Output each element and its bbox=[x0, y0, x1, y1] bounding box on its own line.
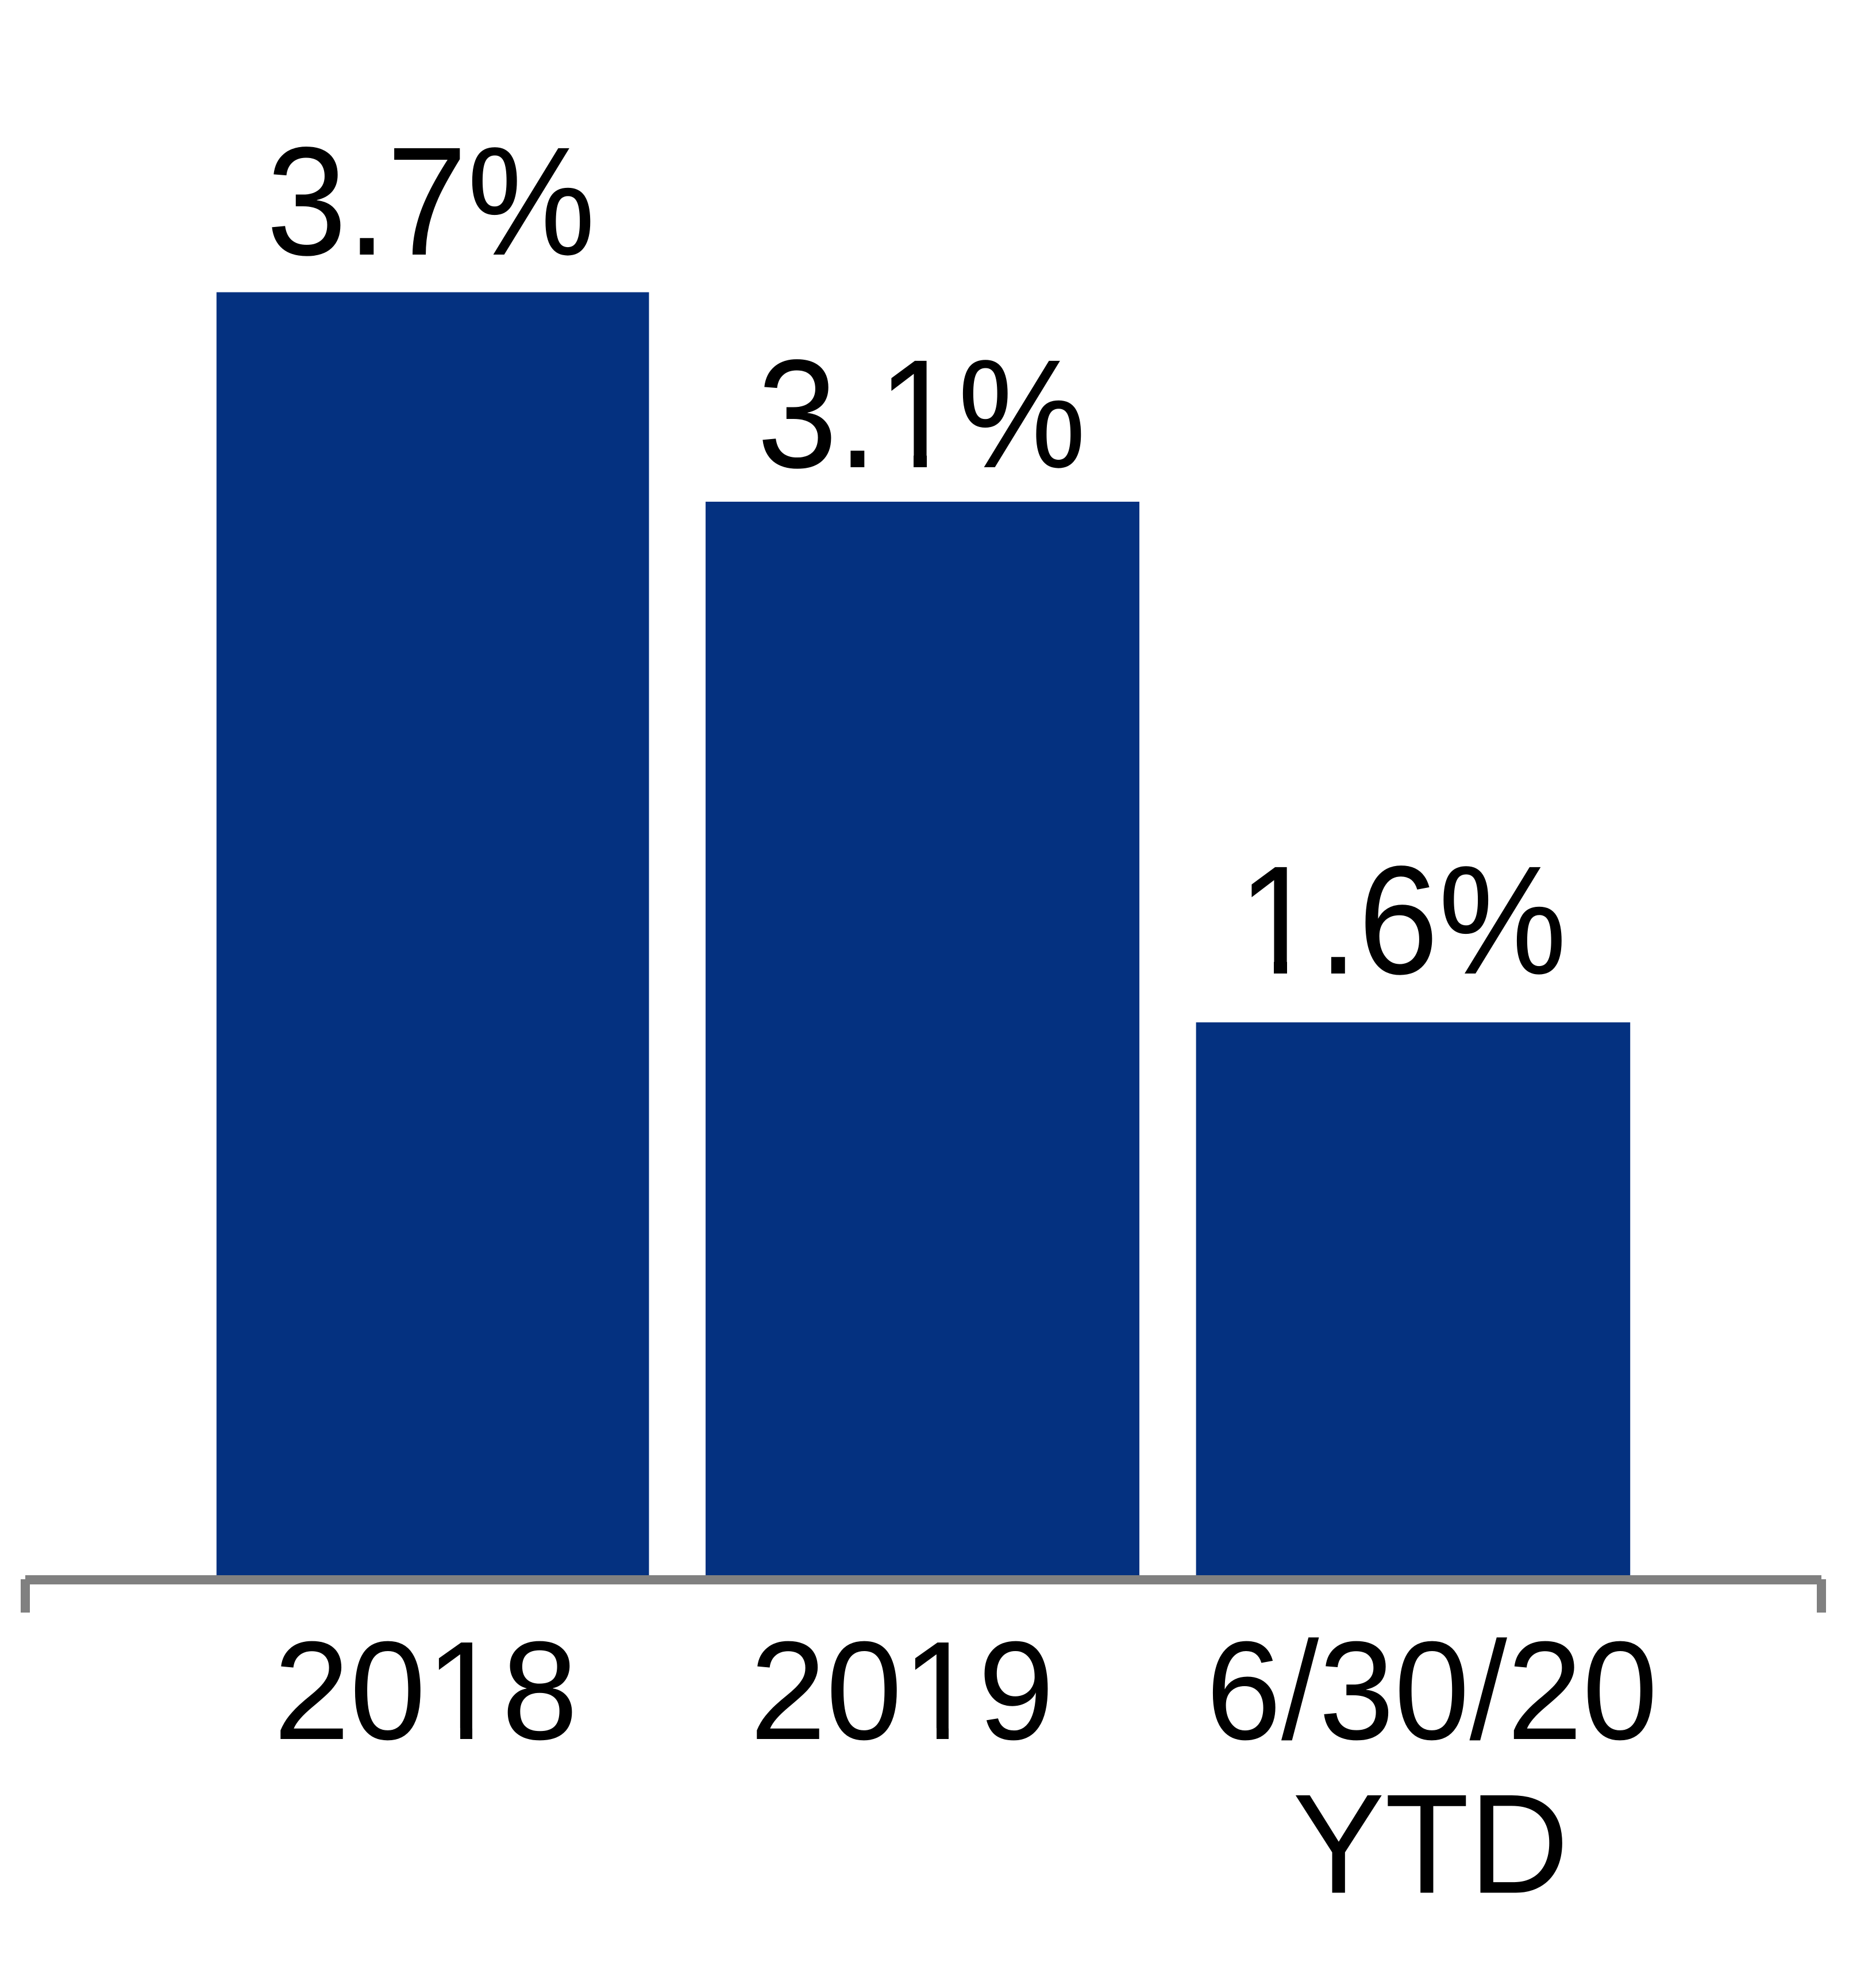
svg-text:3.7%: 3.7% bbox=[267, 115, 595, 288]
svg-text:3.1%: 3.1% bbox=[757, 328, 1086, 501]
svg-text:YTD: YTD bbox=[1293, 1765, 1569, 1923]
svg-text:2018: 2018 bbox=[273, 1613, 577, 1769]
svg-text:1.6%: 1.6% bbox=[1238, 834, 1566, 1007]
svg-text:2019: 2019 bbox=[750, 1613, 1054, 1769]
svg-text:6/30/20: 6/30/20 bbox=[1206, 1612, 1658, 1769]
